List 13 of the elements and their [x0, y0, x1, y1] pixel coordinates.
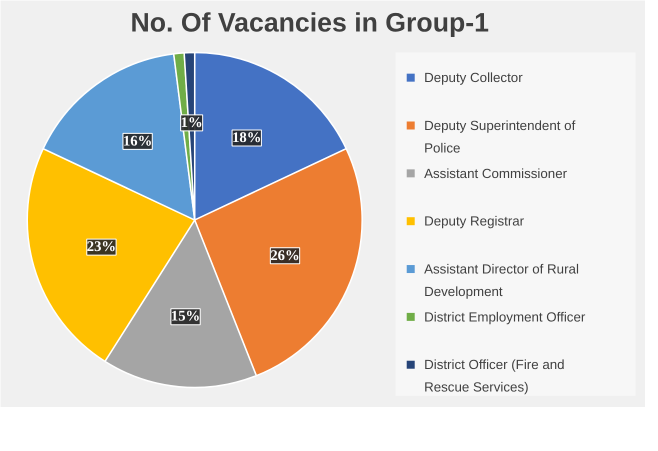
- legend-label: Deputy Registrar: [424, 214, 525, 229]
- legend-label: District Employment Officer: [424, 309, 586, 324]
- legend-label: Assistant Commissioner: [424, 166, 568, 181]
- legend-label: District Officer (Fire and Rescue Services): [424, 357, 565, 395]
- data-label: 15%: [170, 308, 200, 325]
- legend-label: Deputy Collector: [424, 70, 524, 86]
- legend-label: Assistant Director of Rural Development: [424, 262, 579, 300]
- data-label: 18%: [232, 130, 262, 146]
- data-label: 16%: [122, 133, 152, 150]
- data-label: 26%: [270, 248, 300, 264]
- chart-title: No. Of Vacancies in Group-1: [130, 8, 490, 38]
- data-label: 1%: [180, 114, 203, 131]
- legend-label: Deputy Superintendent of Police: [424, 118, 576, 156]
